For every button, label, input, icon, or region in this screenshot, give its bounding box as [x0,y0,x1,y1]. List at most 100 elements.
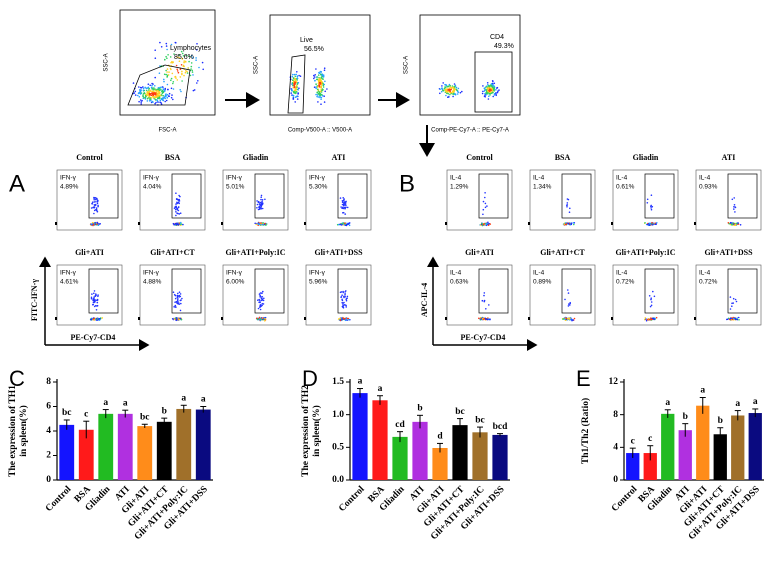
y-tick-label: 0 [46,475,51,485]
bar [731,415,745,480]
event-dot [321,93,323,96]
event-dot [179,89,181,91]
event-dot [201,61,204,64]
marker-label: IL-4 [616,270,628,277]
event-dot [478,317,480,320]
event-dot [298,87,300,89]
bar [452,425,468,480]
event-dot [154,102,156,105]
event-dot [491,80,494,82]
event-dot [179,76,182,78]
event-dot [147,83,150,85]
event-dot [260,201,262,204]
event-dot [326,88,328,90]
event-dot [481,224,484,227]
event-dot [292,73,294,76]
event-dot [482,208,485,211]
gate-percent: 6.00% [226,279,245,286]
event-dot [178,296,180,298]
event-dot [737,222,739,224]
event-dot [732,302,734,304]
event-dot [165,99,168,102]
event-dot [488,85,491,87]
event-dot [571,319,573,322]
event-dot [343,199,345,202]
event-dot [95,299,97,302]
event-dot [90,296,93,299]
group-title: Control [76,153,103,162]
event-dot [257,200,260,203]
event-dot [94,294,97,297]
event-dot [489,223,492,225]
gate [287,54,306,114]
event-dot [261,302,264,305]
event-dot [455,86,458,89]
group-title: BSA [555,153,571,162]
event-dot [456,93,459,95]
event-dot [484,192,486,194]
event-dot [320,86,323,88]
plot-frame [612,169,679,231]
bar [392,436,408,480]
event-dot [98,319,101,321]
gate-percent: 1.29% [450,184,469,191]
event-dot [451,91,453,94]
event-dot [445,94,447,97]
event-dot [295,73,298,76]
event-dot [498,89,500,91]
event-dot [172,291,175,294]
event-dot [564,298,566,301]
event-dot [566,206,568,208]
event-dot [172,82,174,85]
event-dot [178,291,181,294]
event-dot [448,83,451,86]
event-dot [174,306,176,308]
bar [195,409,211,480]
event-dot [296,77,299,80]
gate [727,268,758,314]
significance-letter: b [162,406,167,416]
event-dot [183,74,185,77]
event-dot [176,201,178,204]
event-dot [342,317,345,320]
event-dot [96,197,98,200]
event-dot [163,90,166,92]
event-dot [449,86,452,88]
group-title: BSA [165,153,181,162]
event-dot [734,211,736,213]
event-dot [734,206,737,209]
gate-percent: 4.61% [60,279,79,286]
event-dot [258,208,261,210]
event-dot [93,317,95,320]
event-dot [729,296,732,298]
event-dot [172,98,174,101]
event-dot [439,92,441,95]
event-dot [140,103,142,105]
event-dot [295,79,297,81]
event-dot [150,97,153,99]
event-dot [296,91,298,93]
event-dot [567,317,570,320]
event-dot [189,74,192,77]
event-dot [96,202,99,205]
event-dot [186,54,188,57]
event-dot [291,75,294,78]
event-dot [153,93,155,95]
event-dot [343,296,345,299]
group-title: Gli+ATI+Poly:IC [615,248,675,257]
significance-letter: a [378,384,383,394]
event-dot [93,201,96,203]
event-dot [154,76,156,79]
event-dot [171,318,174,320]
gate-percent: 49.3% [494,43,514,50]
event-dot [191,69,193,72]
event-dot [166,83,169,86]
event-dot [261,200,263,203]
event-dot [171,72,174,75]
event-dot [160,103,163,105]
gate-percent: 56.5% [304,46,324,53]
event-dot [157,90,159,92]
event-dot [651,205,654,208]
event-dot [481,222,483,225]
event-dot [567,222,570,225]
